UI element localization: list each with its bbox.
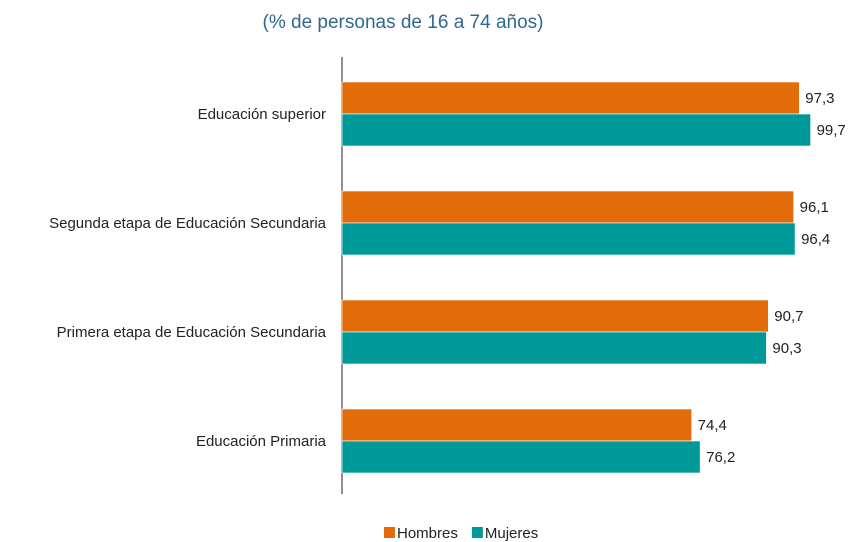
legend-label-hombres: Hombres [397,525,458,542]
bar-hombres [341,190,794,224]
category-label: Educación Primaria [196,433,327,450]
bar-hombres [341,299,769,333]
legend-swatch-mujeres [471,527,483,538]
value-labels: 97,3 99,7 96,1 96,4 90,7 90,3 74,4 76,2 [698,90,846,466]
bar-mujeres [341,331,767,365]
bar-mujeres [341,222,796,256]
legend-swatch-hombres [384,527,395,538]
bar-mujeres [341,440,701,474]
value-label-mujeres: 99,7 [817,122,846,139]
bar-hombres [341,81,800,115]
category-label: Primera etapa de Educación Secundaria [57,324,327,341]
bar-mujeres [341,113,811,147]
value-label-hombres: 90,7 [774,308,803,325]
category-labels: Educación superior Segunda etapa de Educa… [49,106,327,450]
legend-label-mujeres: Mujeres [485,525,538,542]
category-label: Educación superior [198,106,326,123]
bars-layer [341,81,811,474]
bar-hombres [341,408,692,442]
category-label: Segunda etapa de Educación Secundaria [49,215,327,232]
value-label-hombres: 74,4 [698,417,727,434]
chart-subtitle: (% de personas de 16 a 74 años) [263,12,544,33]
value-label-hombres: 97,3 [805,90,834,107]
legend: Hombres Mujeres [384,525,538,542]
value-label-mujeres: 76,2 [706,449,735,466]
value-label-hombres: 96,1 [800,199,829,216]
value-label-mujeres: 96,4 [801,231,830,248]
value-label-mujeres: 90,3 [772,340,801,357]
